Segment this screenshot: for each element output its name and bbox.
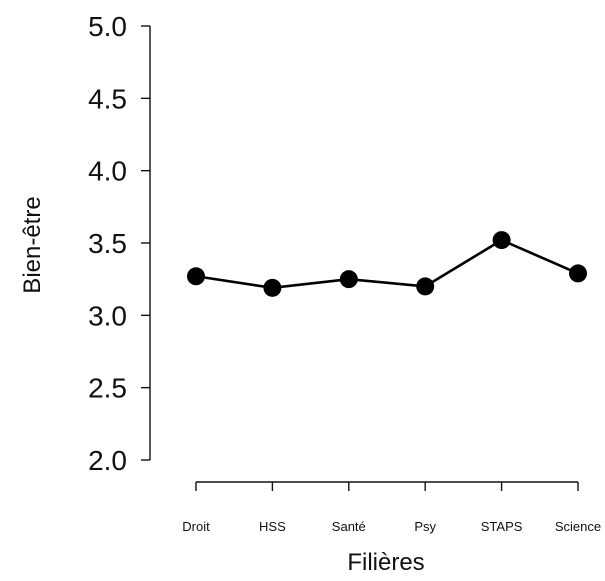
x-tick-label: STAPS — [481, 519, 523, 534]
y-tick-label: 4.0 — [88, 156, 127, 187]
series-line — [195, 238, 579, 290]
y-tick-label: 3.5 — [88, 228, 127, 259]
x-tick-label: HSS — [259, 519, 286, 534]
data-point — [263, 278, 282, 297]
data-points — [187, 231, 587, 297]
x-tick-label: Santé — [332, 519, 366, 534]
data-point — [339, 270, 358, 289]
y-tick-label: 5.0 — [88, 11, 127, 42]
y-tick-label: 3.0 — [88, 300, 127, 331]
x-tick-label: Psy — [414, 519, 436, 534]
x-axis-title: Filières — [347, 549, 424, 576]
x-tick-label: Droit — [182, 519, 210, 534]
x-tick-label: Science — [555, 519, 601, 534]
y-tick-label: 2.5 — [88, 373, 127, 404]
data-point — [569, 264, 587, 283]
y-axis-ticks: 2.0 2.5 3.0 3.5 4.0 4.5 5.0 — [88, 11, 150, 476]
x-axis-ticks: Droit HSS Santé Psy STAPS Science — [182, 482, 601, 534]
data-point — [416, 277, 435, 296]
y-axis-title: Bien-être — [19, 196, 46, 293]
data-point — [492, 231, 511, 250]
y-tick-label: 2.0 — [88, 445, 127, 476]
y-tick-label: 4.5 — [88, 83, 127, 114]
data-point — [187, 267, 205, 286]
